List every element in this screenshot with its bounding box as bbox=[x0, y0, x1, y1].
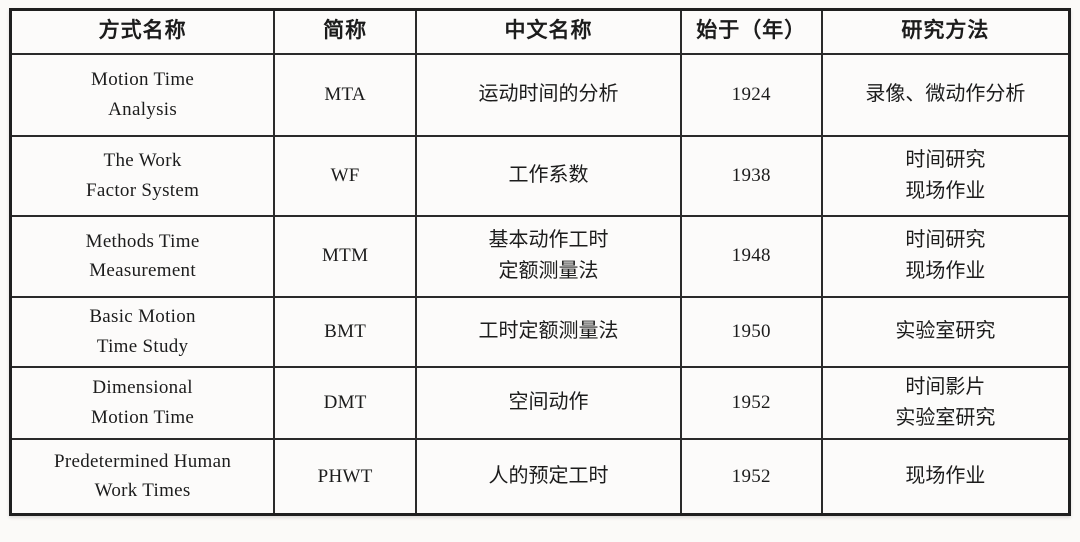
table-row: Predetermined Human Work Times PHWT 人的预定… bbox=[9, 437, 1071, 516]
cell-abbreviation: MTA bbox=[273, 52, 418, 137]
table-row: The Work Factor System WF 工作系数 1938 时间研究… bbox=[9, 134, 1071, 217]
cell-method-name: Motion Time Analysis bbox=[9, 52, 276, 137]
cell-start-year: 1950 bbox=[679, 295, 823, 368]
cell-start-year: 1948 bbox=[679, 214, 823, 298]
cell-chinese-name: 工作系数 bbox=[415, 134, 682, 217]
cell-chinese-name: 人的预定工时 bbox=[415, 437, 682, 516]
cell-start-year: 1924 bbox=[679, 52, 823, 137]
methods-table: 方式名称 简称 中文名称 始于（年） 研究方法 Motion Time Anal… bbox=[9, 8, 1071, 516]
cell-chinese-name: 基本动作工时 定额测量法 bbox=[415, 214, 682, 298]
cell-chinese-name: 空间动作 bbox=[415, 365, 682, 440]
cell-method-name: Methods Time Measurement bbox=[9, 214, 276, 298]
cell-chinese-name: 工时定额测量法 bbox=[415, 295, 682, 368]
cell-abbreviation: BMT bbox=[273, 295, 418, 368]
cell-research-method: 现场作业 bbox=[820, 437, 1071, 516]
cell-method-name: Dimensional Motion Time bbox=[9, 365, 276, 440]
cell-start-year: 1952 bbox=[679, 437, 823, 516]
column-header-method-name: 方式名称 bbox=[9, 8, 276, 55]
table-row: Dimensional Motion Time DMT 空间动作 1952 时间… bbox=[9, 365, 1071, 440]
cell-abbreviation: MTM bbox=[273, 214, 418, 298]
table-row: Motion Time Analysis MTA 运动时间的分析 1924 录像… bbox=[9, 52, 1071, 137]
column-header-abbreviation: 简称 bbox=[273, 8, 418, 55]
table-row: Methods Time Measurement MTM 基本动作工时 定额测量… bbox=[9, 214, 1071, 298]
table-row: Basic Motion Time Study BMT 工时定额测量法 1950… bbox=[9, 295, 1071, 368]
cell-method-name: Basic Motion Time Study bbox=[9, 295, 276, 368]
cell-research-method: 实验室研究 bbox=[820, 295, 1071, 368]
cell-method-name: The Work Factor System bbox=[9, 134, 276, 217]
header-row: 方式名称 简称 中文名称 始于（年） 研究方法 bbox=[9, 8, 1071, 55]
cell-research-method: 时间影片 实验室研究 bbox=[820, 365, 1071, 440]
column-header-start-year: 始于（年） bbox=[679, 8, 823, 55]
cell-start-year: 1938 bbox=[679, 134, 823, 217]
cell-research-method: 时间研究 现场作业 bbox=[820, 134, 1071, 217]
cell-method-name: Predetermined Human Work Times bbox=[9, 437, 276, 516]
column-header-chinese-name: 中文名称 bbox=[415, 8, 682, 55]
cell-research-method: 录像、微动作分析 bbox=[820, 52, 1071, 137]
cell-abbreviation: WF bbox=[273, 134, 418, 217]
cell-start-year: 1952 bbox=[679, 365, 823, 440]
cell-chinese-name: 运动时间的分析 bbox=[415, 52, 682, 137]
cell-research-method: 时间研究 现场作业 bbox=[820, 214, 1071, 298]
cell-abbreviation: PHWT bbox=[273, 437, 418, 516]
column-header-research-method: 研究方法 bbox=[820, 8, 1071, 55]
cell-abbreviation: DMT bbox=[273, 365, 418, 440]
